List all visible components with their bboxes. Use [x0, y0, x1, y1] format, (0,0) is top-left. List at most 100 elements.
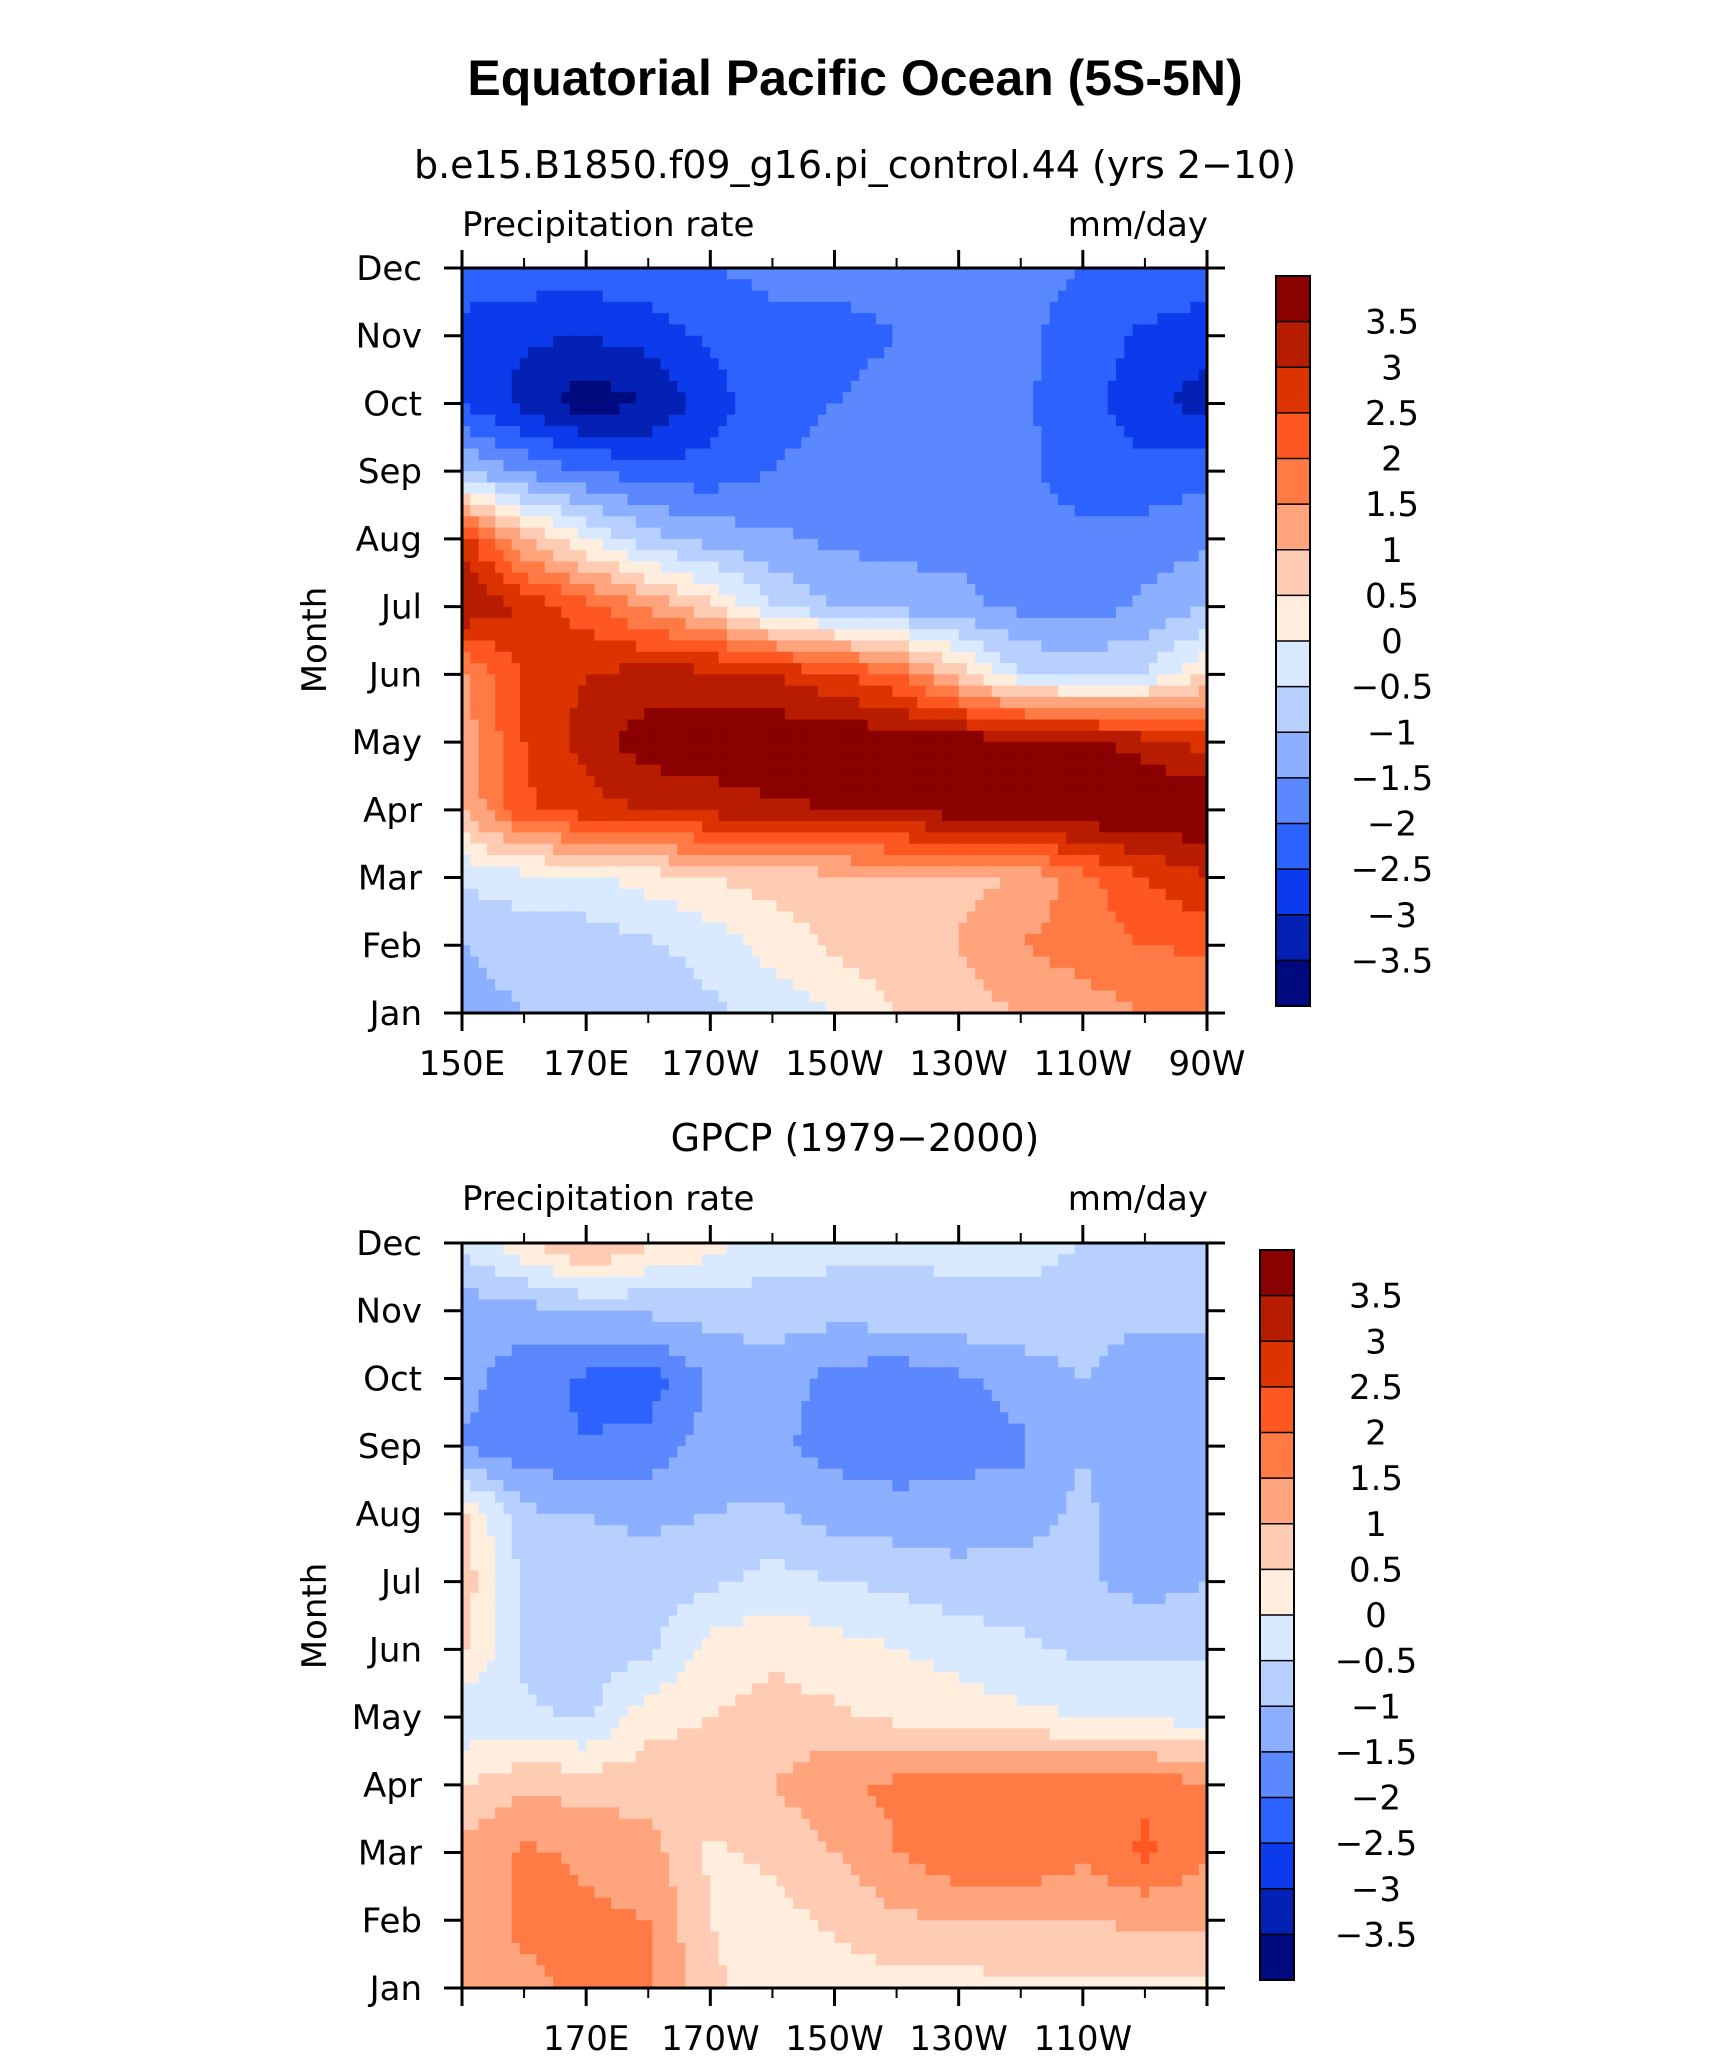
field-cell [685, 663, 695, 675]
field-cell [1124, 775, 1134, 788]
field-cell [569, 742, 579, 754]
field-cell [1024, 753, 1034, 766]
field-cell [801, 290, 811, 303]
field-cell [909, 775, 918, 788]
field-cell [478, 843, 488, 856]
field-cell [776, 290, 786, 303]
field-cell [1000, 358, 1009, 371]
field-cell [1124, 809, 1134, 822]
field-cell [909, 482, 918, 495]
field-cell [1132, 301, 1142, 314]
field-cell [1115, 764, 1125, 777]
field-cell [519, 347, 529, 359]
field-cell [586, 595, 596, 608]
field-cell [652, 268, 662, 280]
field-cell [1157, 482, 1167, 495]
field-cell [1182, 719, 1192, 732]
field-cell [867, 787, 877, 800]
field-cell [478, 313, 488, 326]
field-cell [1066, 392, 1076, 405]
field-cell [1008, 414, 1018, 427]
field-cell [478, 572, 488, 585]
field-cell [644, 787, 653, 800]
field-cell [577, 301, 587, 314]
field-cell [809, 324, 819, 337]
field-cell [1016, 527, 1026, 540]
field-cell [975, 437, 985, 450]
field-cell [462, 358, 471, 371]
field-cell [1016, 392, 1026, 405]
field-cell [668, 403, 678, 416]
field-cell [644, 335, 653, 348]
field-cell [933, 301, 943, 314]
field-cell [933, 414, 943, 427]
field-cell [1091, 380, 1100, 393]
field-cell [644, 821, 653, 833]
field-cell [627, 651, 637, 664]
field-cell [892, 403, 902, 416]
field-cell [1033, 742, 1043, 754]
field-cell [983, 369, 993, 382]
field-cell [760, 516, 769, 529]
field-cell [660, 335, 670, 348]
field-cell [478, 787, 488, 800]
field-cell [1165, 764, 1175, 777]
field-cell [1190, 595, 1200, 608]
field-cell [1149, 617, 1158, 630]
field-cell [834, 482, 844, 495]
field-cell [635, 505, 645, 517]
field-cell [462, 380, 471, 393]
field-cell [1157, 685, 1167, 698]
field-cell [1107, 516, 1117, 529]
field-cell [842, 538, 852, 551]
field-cell [1124, 268, 1134, 280]
field-cell [760, 347, 769, 359]
field-cell [751, 505, 761, 517]
field-cell [652, 584, 662, 596]
field-cell [793, 854, 802, 867]
field-cell [1124, 527, 1134, 540]
field-cell [635, 854, 645, 867]
field-cell [1049, 313, 1059, 326]
field-cell [1115, 561, 1125, 574]
field-cell [1140, 843, 1150, 856]
field-cell [586, 392, 596, 405]
field-cell [875, 301, 885, 314]
field-cell [652, 516, 662, 529]
field-cell [693, 301, 703, 314]
field-cell [536, 888, 546, 901]
field-cell [478, 358, 488, 371]
field-cell [495, 482, 504, 495]
field-cell [702, 471, 711, 484]
field-cell [950, 358, 960, 371]
field-cell [776, 426, 786, 438]
field-cell [1000, 674, 1009, 687]
field-cell [826, 493, 836, 506]
field-cell [718, 888, 728, 901]
field-cell [544, 358, 554, 371]
field-cell [1041, 617, 1051, 630]
field-cell [668, 493, 678, 506]
field-cell [544, 606, 554, 619]
field-cell [842, 809, 852, 822]
field-cell [983, 561, 993, 574]
field-cell [561, 798, 571, 811]
field-cell [826, 324, 836, 337]
field-cell [1074, 527, 1084, 540]
field-cell [892, 516, 902, 529]
field-cell [1165, 516, 1175, 529]
field-cell [561, 505, 571, 517]
field-cell [611, 832, 620, 845]
field-cell [867, 482, 877, 495]
field-cell [1008, 866, 1018, 879]
field-cell [710, 787, 720, 800]
field-cell [842, 426, 852, 438]
field-cell [1091, 369, 1100, 382]
field-cell [1016, 538, 1026, 551]
field-cell [743, 414, 753, 427]
field-cell [1182, 651, 1192, 664]
field-cell [884, 606, 894, 619]
field-cell [966, 595, 976, 608]
field-cell [1173, 809, 1183, 822]
field-cell [1008, 640, 1018, 653]
